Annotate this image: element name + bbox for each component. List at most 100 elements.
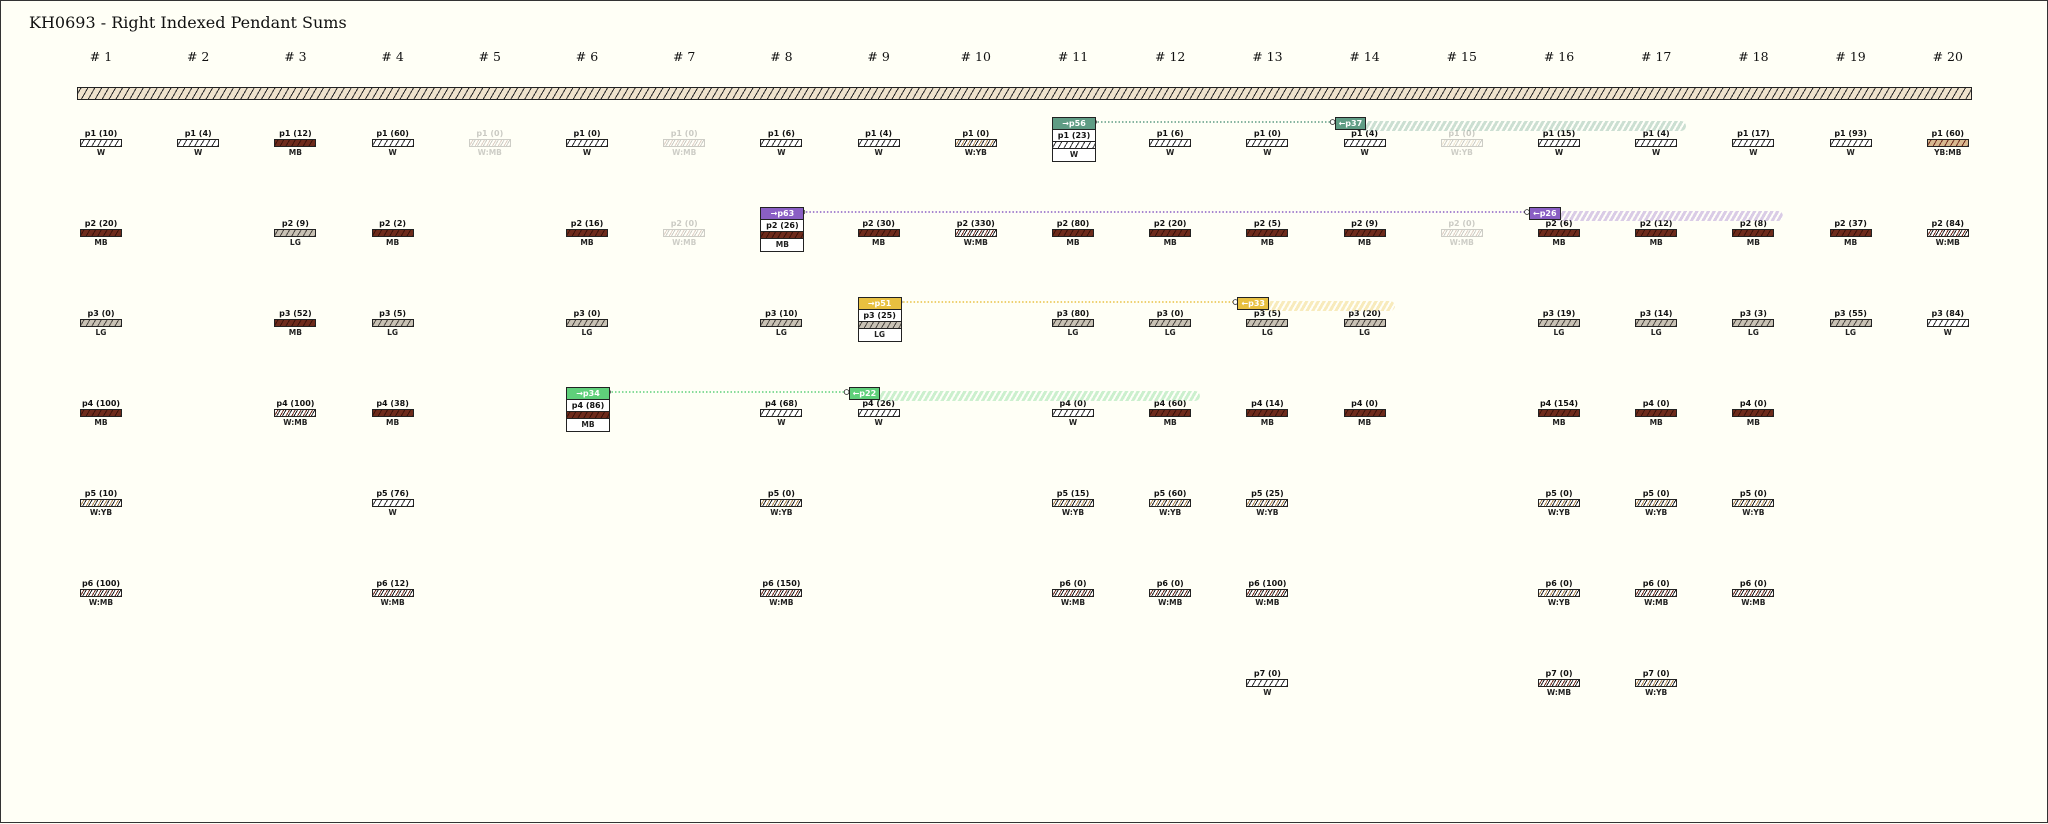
pendant-cord[interactable]: p6 (0) W:MB: [1611, 579, 1701, 607]
pendant-cord[interactable]: p1 (93) W: [1806, 129, 1896, 157]
pendant-cord[interactable]: p1 (4) W: [153, 129, 243, 157]
pendant-cord[interactable]: p3 (84) W: [1903, 309, 1993, 337]
pendant-cord[interactable]: p1 (0) W:MB: [445, 129, 535, 157]
pendant-cord[interactable]: p6 (0) W:YB: [1514, 579, 1604, 607]
pendant-cord[interactable]: p7 (0) W: [1222, 669, 1312, 697]
pendant-color-code: W:YB: [1645, 688, 1668, 697]
pendant-cord[interactable]: p3 (80) LG: [1028, 309, 1118, 337]
pendant-cord[interactable]: p4 (100) MB: [56, 399, 146, 427]
pendant-cord[interactable]: p6 (0) W:MB: [1125, 579, 1215, 607]
pendant-cord[interactable]: p3 (55) LG: [1806, 309, 1896, 337]
source-pendant-box[interactable]: →p63 p2 (26) MB: [760, 207, 805, 252]
pendant-cord[interactable]: p1 (4) W: [834, 129, 924, 157]
pendant-cord[interactable]: p2 (30) MB: [834, 219, 924, 247]
pendant-cord[interactable]: p5 (76) W: [348, 489, 438, 517]
pendant-cord[interactable]: p1 (60) YB:MB: [1903, 129, 1993, 157]
pendant-cord[interactable]: p1 (0) W:YB: [931, 129, 1021, 157]
pendant-cord[interactable]: p2 (16) MB: [542, 219, 632, 247]
pendant-cord[interactable]: p2 (20) MB: [56, 219, 146, 247]
pendant-label: p2 (5): [1253, 219, 1281, 228]
pendant-label: p2 (330): [956, 219, 995, 228]
pendant-cord[interactable]: p2 (9) MB: [1320, 219, 1410, 247]
pendant-cord[interactable]: p5 (0) W:YB: [1514, 489, 1604, 517]
pendant-cord[interactable]: p4 (154) MB: [1514, 399, 1604, 427]
pendant-color-code: W:YB: [1159, 508, 1182, 517]
pendant-cord[interactable]: p5 (25) W:YB: [1222, 489, 1312, 517]
pendant-cord[interactable]: p1 (0) W: [1222, 129, 1312, 157]
pendant-cord[interactable]: p4 (60) MB: [1125, 399, 1215, 427]
pendant-cord[interactable]: p7 (0) W:YB: [1611, 669, 1701, 697]
target-sum-tag[interactable]: ←p22: [848, 387, 881, 400]
pendant-cord[interactable]: p3 (5) LG: [348, 309, 438, 337]
pendant-cord[interactable]: p1 (6) W: [736, 129, 826, 157]
source-pendant-box[interactable]: →p34 p4 (86) MB: [566, 387, 610, 432]
pendant-cord[interactable]: p2 (0) W:MB: [639, 219, 729, 247]
pendant-cord[interactable]: p5 (0) W:YB: [1708, 489, 1798, 517]
pendant-label: p3 (20): [1348, 309, 1381, 318]
pendant-cord[interactable]: p4 (0) MB: [1611, 399, 1701, 427]
pendant-cord[interactable]: p4 (0) W: [1028, 399, 1118, 427]
pendant-cord[interactable]: p5 (60) W:YB: [1125, 489, 1215, 517]
pendant-cord[interactable]: p1 (6) W: [1125, 129, 1215, 157]
pendant-cord[interactable]: p2 (9) LG: [250, 219, 340, 247]
pendant-cord[interactable]: p2 (2) MB: [348, 219, 438, 247]
pendant-label: p2 (2): [379, 219, 407, 228]
pendant-cord[interactable]: p3 (0) LG: [56, 309, 146, 337]
source-pendant-box[interactable]: →p56 p1 (23) W: [1052, 117, 1096, 162]
pendant-cord[interactable]: p1 (60) W: [348, 129, 438, 157]
pendant-cord[interactable]: p4 (0) MB: [1708, 399, 1798, 427]
pendant-cord[interactable]: p4 (38) MB: [348, 399, 438, 427]
pendant-cord[interactable]: p4 (100) W:MB: [250, 399, 340, 427]
pendant-cord[interactable]: p3 (3) LG: [1708, 309, 1798, 337]
pendant-cord[interactable]: p5 (0) W:YB: [736, 489, 826, 517]
pendant-cord[interactable]: p4 (0) MB: [1320, 399, 1410, 427]
pendant-cord[interactable]: p1 (4) W: [1611, 129, 1701, 157]
pendant-cord[interactable]: p2 (80) MB: [1028, 219, 1118, 247]
sum-span-band: [1356, 121, 1687, 131]
pendant-cord[interactable]: p5 (0) W:YB: [1611, 489, 1701, 517]
pendant-cord[interactable]: p2 (5) MB: [1222, 219, 1312, 247]
pendant-cord[interactable]: p2 (330) W:MB: [931, 219, 1021, 247]
pendant-cord[interactable]: p6 (12) W:MB: [348, 579, 438, 607]
pendant-cord[interactable]: p1 (0) W: [542, 129, 632, 157]
pendant-cord[interactable]: p6 (0) W:MB: [1028, 579, 1118, 607]
pendant-cord[interactable]: p5 (15) W:YB: [1028, 489, 1118, 517]
pendant-cord[interactable]: p1 (12) MB: [250, 129, 340, 157]
target-sum-tag[interactable]: ←p26: [1529, 207, 1561, 220]
pendant-cord[interactable]: p1 (17) W: [1708, 129, 1798, 157]
pendant-cord[interactable]: p2 (12) MB: [1611, 219, 1701, 247]
pendant-cord[interactable]: p3 (0) LG: [1125, 309, 1215, 337]
pendant-cord[interactable]: p2 (37) MB: [1806, 219, 1896, 247]
pendant-cord[interactable]: p1 (15) W: [1514, 129, 1604, 157]
pendant-cord[interactable]: p6 (100) W:MB: [56, 579, 146, 607]
pendant-cord[interactable]: p6 (0) W:MB: [1708, 579, 1798, 607]
target-sum-tag[interactable]: ←p37: [1334, 117, 1367, 130]
pendant-cord[interactable]: p4 (26) W: [834, 399, 924, 427]
pendant-cord[interactable]: p3 (5) LG: [1222, 309, 1312, 337]
target-sum-tag[interactable]: ←p33: [1237, 297, 1269, 310]
pendant-cord[interactable]: p6 (150) W:MB: [736, 579, 826, 607]
source-pendant-box[interactable]: →p51 p3 (25) LG: [857, 297, 902, 342]
pendant-cord[interactable]: p2 (20) MB: [1125, 219, 1215, 247]
pendant-cord[interactable]: p6 (100) W:MB: [1222, 579, 1312, 607]
pendant-cord[interactable]: p1 (0) W:YB: [1417, 129, 1507, 157]
pendant-cord[interactable]: p2 (0) W:MB: [1417, 219, 1507, 247]
pendant-cord[interactable]: p3 (14) LG: [1611, 309, 1701, 337]
pendant-cord[interactable]: p1 (10) W: [56, 129, 146, 157]
pendant-label: p7 (0): [1642, 669, 1670, 678]
pendant-cord[interactable]: p2 (8) MB: [1708, 219, 1798, 247]
pendant-cord[interactable]: p3 (20) LG: [1320, 309, 1410, 337]
pendant-cord[interactable]: p5 (10) W:YB: [56, 489, 146, 517]
pendant-cord[interactable]: p4 (14) MB: [1222, 399, 1312, 427]
pendant-cord-swatch: [566, 319, 608, 327]
pendant-cord[interactable]: p2 (6) MB: [1514, 219, 1604, 247]
pendant-cord[interactable]: p1 (0) W:MB: [639, 129, 729, 157]
pendant-cord[interactable]: p3 (19) LG: [1514, 309, 1604, 337]
pendant-cord[interactable]: p2 (84) W:MB: [1903, 219, 1993, 247]
pendant-cord[interactable]: p3 (52) MB: [250, 309, 340, 337]
pendant-cord[interactable]: p3 (10) LG: [736, 309, 826, 337]
pendant-cord[interactable]: p4 (68) W: [736, 399, 826, 427]
pendant-cord[interactable]: p3 (0) LG: [542, 309, 632, 337]
pendant-cord[interactable]: p1 (4) W: [1320, 129, 1410, 157]
pendant-cord[interactable]: p7 (0) W:MB: [1514, 669, 1604, 697]
